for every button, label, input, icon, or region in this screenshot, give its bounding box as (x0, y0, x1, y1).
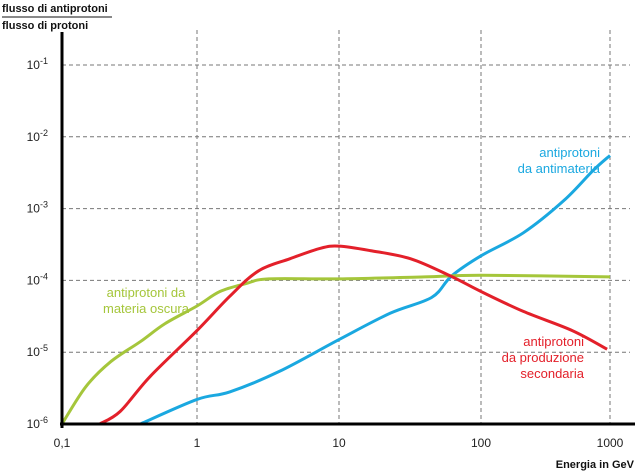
x-tick-label: 1 (194, 436, 201, 450)
x-tick-label: 10 (332, 436, 346, 450)
y-tick-label: 10-2 (27, 128, 48, 144)
y-tick-label: 10-4 (27, 271, 48, 287)
x-axis-label: Energia in GeV (556, 459, 635, 471)
series-produzione-secondaria-line (98, 244, 608, 426)
y-axis-label-denominator: flusso di protoni (2, 20, 88, 32)
y-tick-label: 10-5 (27, 343, 48, 359)
series-antimateria-line (139, 154, 611, 426)
series-label: antiprotoni (539, 145, 600, 160)
series-label: secondaria (520, 366, 584, 381)
x-tick-label: 100 (471, 436, 491, 450)
y-tick-label: 10-3 (27, 200, 48, 216)
y-tick-label: 10-6 (27, 415, 48, 431)
series-label: antiprotoni da (107, 285, 187, 300)
series-materia-oscura-line (60, 273, 611, 425)
series-label: materia oscura (103, 301, 190, 316)
series-label: da antimateria (518, 161, 601, 176)
x-tick-label: 1000 (597, 436, 624, 450)
y-tick-label: 10-1 (27, 56, 48, 72)
y-axis-label-numerator: flusso di antiprotoni (2, 3, 108, 15)
x-tick-label: 0,1 (54, 436, 71, 450)
series-label: antiprotoni (523, 334, 584, 349)
series-label: da produzione (502, 350, 584, 365)
